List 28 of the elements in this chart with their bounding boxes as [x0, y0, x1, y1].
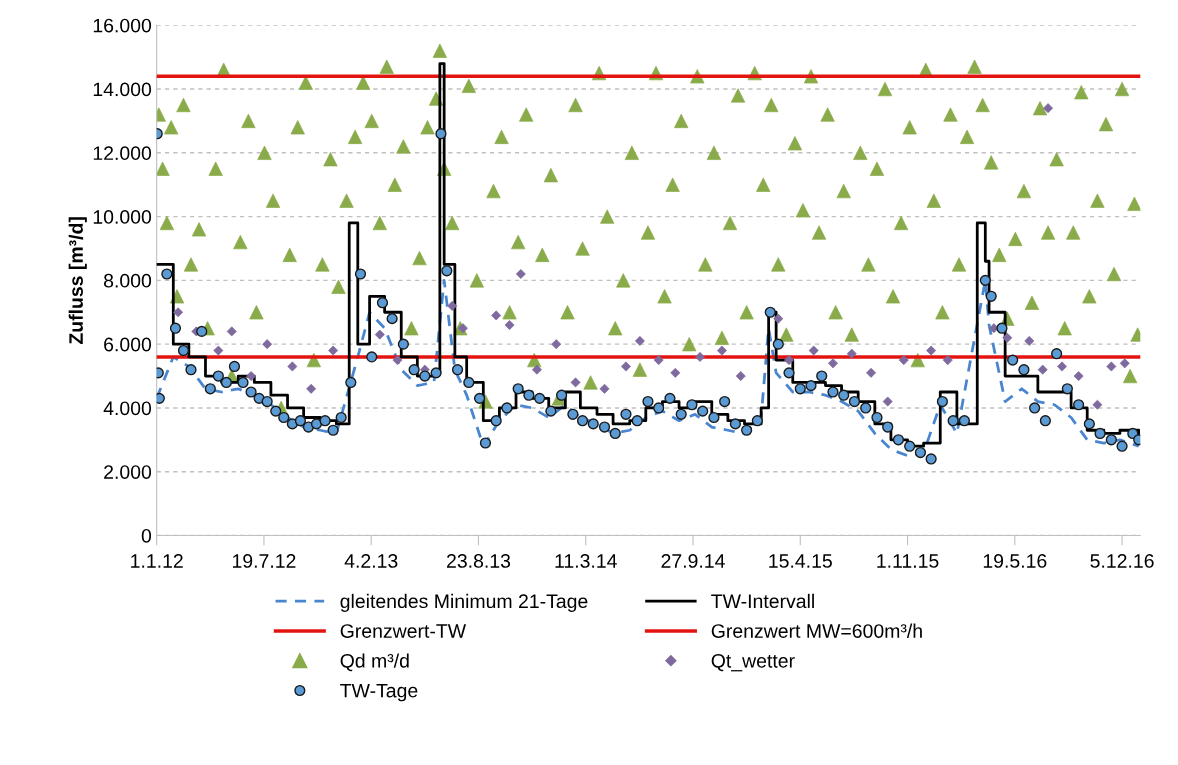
legend-label: Qd m³/d: [340, 653, 409, 672]
y-tick-label: 16.000: [93, 18, 152, 33]
y-tick-label: 10.000: [93, 210, 152, 224]
legend-label: Qt_wetter: [711, 653, 795, 672]
x-tick-label: 1.11.15: [877, 554, 939, 568]
legend-label: gleitendes Minimum 21-Tage: [340, 593, 588, 612]
x-tick-label: 5.12.16: [1090, 554, 1154, 568]
y-tick-label: 0: [141, 528, 152, 543]
x-tick-label: 1.1.12: [131, 554, 183, 568]
y-tick-label: 4.000: [103, 401, 152, 416]
x-tick-label: 19.5.16: [983, 554, 1047, 568]
x-tick-label: 15.4.15: [769, 554, 832, 568]
y-axis-title: Zufluss [m³/d]: [68, 217, 87, 345]
y-tick-label: 14.000: [93, 82, 152, 97]
point: [1057, 361, 1067, 372]
legend-label: Grenzwert MW=600m³/h: [711, 623, 922, 638]
x-tick-label: 11.3.14: [555, 554, 617, 568]
x-tick-label: 4.2.13: [344, 554, 398, 568]
y-tick-label: 8.000: [104, 273, 152, 288]
legend-label: TW-Intervall: [711, 593, 814, 609]
y-tick-label: 12.000: [93, 146, 152, 161]
y-tick-label: 6.000: [104, 337, 152, 352]
x-tick-label: 27.9.14: [661, 554, 725, 568]
x-tick-label: 19.7.12: [232, 554, 296, 568]
x-tick-label: 23.8.13: [447, 554, 511, 568]
legend-label: TW-Tage: [340, 683, 418, 702]
legend-label: Grenzwert-TW: [340, 624, 467, 638]
y-tick-label: 2.000: [104, 465, 152, 479]
